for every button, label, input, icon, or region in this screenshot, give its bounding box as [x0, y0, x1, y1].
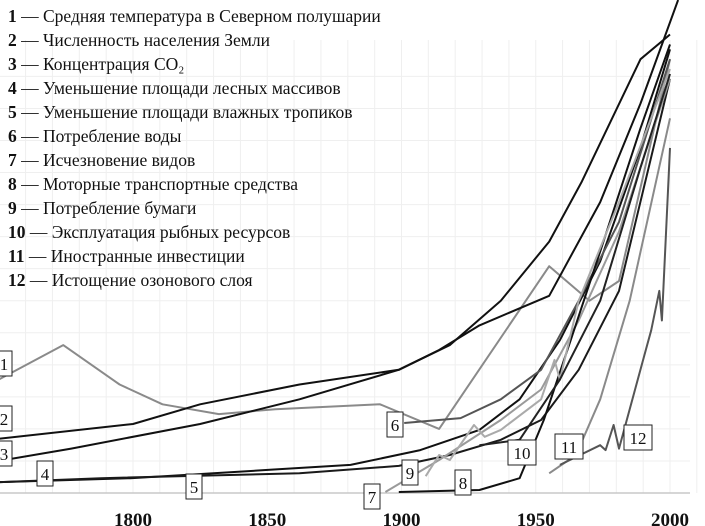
series-line-3: [0, 33, 671, 462]
legend-text: — Уменьшение площади лесных массивов: [16, 78, 341, 98]
x-tick-label: 1950: [517, 510, 555, 526]
legend-text: — Моторные транспортные средства: [16, 174, 299, 194]
series-label-box: [0, 440, 13, 467]
series-label: 4: [41, 465, 50, 484]
legend-text: — Средняя температура в Северном полушар…: [16, 6, 381, 26]
series-label-box: [185, 473, 203, 500]
legend-number: 2: [8, 30, 17, 50]
series-label: 2: [0, 410, 8, 429]
legend-item: 12 — Истощение озонового слоя: [8, 268, 381, 292]
legend-number: 5: [8, 102, 17, 122]
series-line-9: [424, 68, 671, 477]
legend-text: — Потребление бумаги: [16, 198, 197, 218]
legend-text: — Концентрация CO₂: [16, 54, 185, 74]
legend-number: 7: [8, 150, 17, 170]
legend-number: 6: [8, 126, 17, 146]
series-label-box: [386, 411, 404, 438]
legend-number: 12: [8, 270, 26, 290]
series-label: 10: [514, 444, 531, 463]
legend-item: 1 — Средняя температура в Северном полуш…: [8, 4, 381, 28]
series-label: 5: [190, 478, 199, 497]
series-label: 1: [0, 355, 8, 374]
legend-item: 5 — Уменьшение площади влажных тропиков: [8, 100, 381, 124]
series-line-10: [479, 73, 671, 447]
series-label-box: [623, 424, 653, 451]
legend-number: 11: [8, 246, 25, 266]
series-line-7: [384, 78, 671, 493]
legend-item: 11 — Иностранные инвестиции: [8, 244, 381, 268]
series-label-box: [554, 433, 584, 460]
legend-text: — Потребление воды: [16, 126, 182, 146]
legend-number: 1: [8, 6, 17, 26]
legend-item: 3 — Концентрация CO₂: [8, 52, 381, 76]
series-label: 6: [391, 416, 400, 435]
legend-text: — Эксплуатация рыбных ресурсов: [25, 222, 291, 242]
legend-text: — Исчезновение видов: [16, 150, 196, 170]
series-line-1: [0, 58, 671, 430]
legend-text: — Истощение озонового слоя: [25, 270, 253, 290]
legend-text: — Иностранные инвестиции: [24, 246, 245, 266]
series-label-box: [363, 483, 381, 510]
series-label-box: [454, 469, 472, 496]
legend-item: 8 — Моторные транспортные средства: [8, 172, 381, 196]
legend-number: 3: [8, 54, 17, 74]
x-tick-label: 1900: [383, 510, 421, 526]
series-label-box: [401, 459, 419, 486]
legend-item: 4 — Уменьшение площади лесных массивов: [8, 76, 381, 100]
series-label: 9: [406, 464, 415, 483]
series-line-11: [548, 118, 671, 475]
legend-text: — Уменьшение площади влажных тропиков: [16, 102, 353, 122]
legend-item: 2 — Численность населения Земли: [8, 28, 381, 52]
series-label: 11: [561, 438, 577, 457]
legend-number: 4: [8, 78, 17, 98]
x-tick-label: 2000: [651, 510, 689, 526]
legend-number: 9: [8, 198, 17, 218]
x-tick-label: 1800: [114, 510, 152, 526]
series-label: 3: [0, 445, 8, 464]
series-label-box: [0, 405, 13, 432]
x-tick-label: 1850: [248, 510, 286, 526]
series-line-6: [404, 58, 671, 424]
legend: 1 — Средняя температура в Северном полуш…: [8, 4, 381, 292]
legend-number: 8: [8, 174, 17, 194]
series-label-box: [36, 460, 54, 487]
series-label-box: [507, 439, 537, 466]
series-label-box: [0, 350, 13, 377]
series-line-8: [398, 44, 671, 493]
legend-number: 10: [8, 222, 26, 242]
series-label: 7: [368, 488, 377, 507]
legend-text: — Численность населения Земли: [16, 30, 270, 50]
legend-item: 9 — Потребление бумаги: [8, 196, 381, 220]
legend-item: 6 — Потребление воды: [8, 124, 381, 148]
series-label: 12: [630, 429, 647, 448]
legend-item: 7 — Исчезновение видов: [8, 148, 381, 172]
series-label: 8: [459, 474, 468, 493]
series-line-12: [559, 147, 671, 466]
legend-item: 10 — Эксплуатация рыбных ресурсов: [8, 220, 381, 244]
